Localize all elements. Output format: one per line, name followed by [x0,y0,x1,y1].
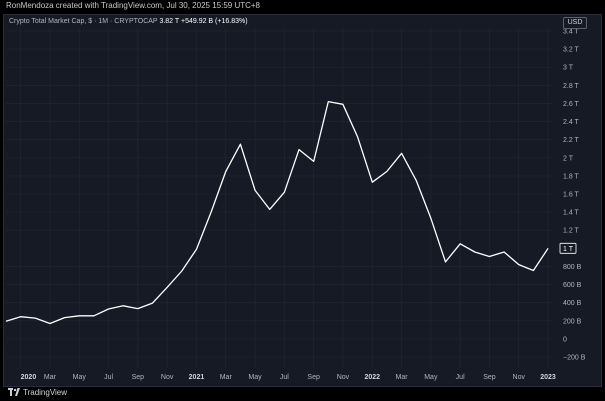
grid-lines [6,28,552,368]
x-tick-label-5: Nov [161,374,174,381]
x-tick-label-7: Mar [220,374,233,381]
y-tick-label-6: 1.2 T [563,228,580,235]
y-tick-label-16: 3.2 T [563,47,580,54]
y-tick-label-3: 400 B [563,300,582,307]
y-tick-label-12: 2.4 T [563,119,580,126]
x-tick-label-12: 2022 [364,374,380,381]
y-tick-label-15: 3 T [563,65,574,72]
x-tick-label-6: 2021 [189,374,205,381]
y-tick-label-10: 2 T [563,155,574,162]
tradingview-brand: TradingView [8,388,67,397]
x-tick-label-15: Jul [456,374,465,381]
x-tick-label-11: Nov [337,374,350,381]
x-tick-label-16: Sep [483,374,496,381]
x-tick-label-17: Nov [513,374,526,381]
y-tick-label-2: 200 B [563,318,582,325]
y-tick-label-17: 3.4 T [563,29,580,36]
bottom-bar [0,387,605,401]
legend-title: Crypto Total Market Cap, $ · 1M · CRYPTO… [9,18,158,25]
x-tick-label-14: May [424,374,438,381]
y-tick-label-11: 2.2 T [563,137,580,144]
y-tick-label-5: 800 B [563,264,582,271]
top-bar [0,0,605,14]
x-tick-label-8: May [248,374,262,381]
price-label-text: 1 T [563,246,574,253]
y-tick-label-9: 1.8 T [563,173,580,180]
symbol-legend: Crypto Total Market Cap, $ · 1M · CRYPTO… [9,18,248,25]
x-tick-label-18: 2023 [540,374,556,381]
x-tick-label-9: Jul [280,374,289,381]
y-axis: −200 B 0 200 B 400 B 600 B 800 B 1.2 T 1.4 T 1.6… [563,29,586,362]
x-tick-label-3: Jul [104,374,113,381]
y-tick-label-14: 2.8 T [563,83,580,90]
x-axis: 2020 Mar May Jul Sep Nov 2021 Mar May Jul Sep Nov 20… [21,374,556,381]
y-tick-label-4: 600 B [563,282,582,289]
x-tick-label-1: Mar [44,374,57,381]
currency-button[interactable]: USD [563,17,587,29]
x-tick-label-10: Sep [307,374,320,381]
legend-value: 3.82 T [159,18,180,25]
brand-label: TradingView [23,388,68,397]
x-tick-label-13: Mar [396,374,409,381]
series-line [5,100,549,325]
chart-panel [3,14,602,387]
tradingview-logo-icon [8,388,20,396]
last-price-label: 1 T [559,242,577,254]
y-tick-label-8: 1.6 T [563,192,580,199]
y-tick-label-7: 1.4 T [563,210,580,217]
x-tick-label-4: Sep [132,374,145,381]
y-tick-label-1: 0 [563,336,567,343]
legend-change: +549.92 B (+16.83%) [180,18,248,25]
x-tick-label-2: May [73,374,87,381]
y-tick-label-13: 2.6 T [563,101,580,108]
price-label-box [559,242,577,254]
chart-credit: RonMendoza created with TradingView.com,… [6,1,260,10]
y-tick-label-0: −200 B [563,355,586,362]
x-tick-label-0: 2020 [21,374,37,381]
